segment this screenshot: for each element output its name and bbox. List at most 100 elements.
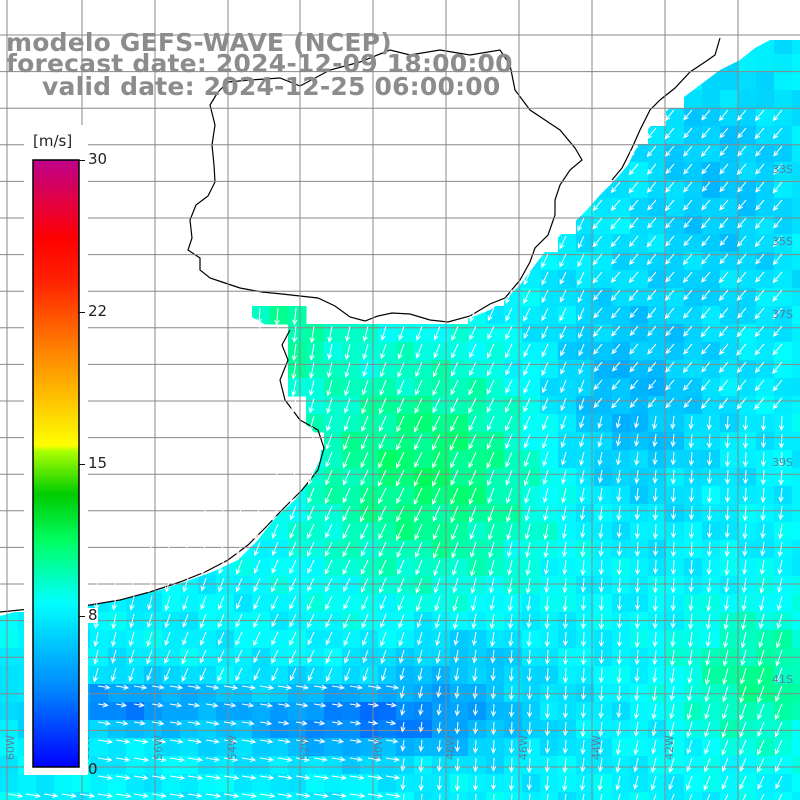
field-cell: [306, 342, 325, 361]
wind-arrow: [542, 379, 549, 394]
wind-arrow: [182, 559, 189, 575]
wind-arrow: [647, 199, 657, 211]
wind-arrow: [475, 793, 477, 800]
field-cell: [774, 324, 793, 343]
wind-arrow: [737, 199, 747, 211]
field-cell: [576, 666, 595, 685]
field-cell: [792, 558, 800, 577]
wind-arrow: [652, 577, 659, 594]
field-cell: [468, 324, 487, 343]
wind-arrow: [508, 775, 515, 791]
field-cell: [360, 576, 379, 595]
field-cell: [198, 738, 217, 757]
field-cell: [648, 684, 667, 703]
field-cell: [738, 432, 757, 451]
wind-arrow: [561, 523, 567, 540]
field-cell: [504, 558, 523, 577]
field-cell: [378, 594, 397, 613]
field-cell: [630, 540, 649, 559]
wind-arrow: [259, 792, 276, 799]
wind-arrow: [544, 703, 551, 719]
field-cell: [558, 252, 577, 271]
field-cell: [612, 468, 631, 487]
field-cell: [450, 684, 469, 703]
field-cell: [756, 594, 775, 613]
wind-arrow: [760, 415, 767, 432]
wind-arrow: [772, 235, 783, 248]
wind-arrow: [289, 487, 297, 504]
wind-arrow: [377, 469, 387, 487]
field-cell: [468, 504, 487, 523]
wind-arrow: [295, 792, 311, 799]
field-cell: [540, 612, 559, 631]
wind-arrow: [701, 127, 711, 139]
wind-arrow: [544, 667, 551, 683]
field-cell: [324, 630, 343, 649]
field-cell: [594, 540, 613, 559]
field-cell: [522, 360, 541, 379]
wind-arrow: [398, 613, 405, 629]
field-cell: [648, 378, 667, 397]
field-cell: [522, 306, 541, 325]
wind-arrow: [218, 505, 225, 522]
wind-arrow: [669, 649, 676, 667]
field-cell: [288, 612, 307, 631]
field-cell: [612, 252, 631, 271]
field-cell: [648, 126, 667, 145]
wind-arrow: [665, 379, 675, 391]
field-cell: [504, 342, 523, 361]
field-cell: [558, 486, 577, 505]
field-cell: [702, 468, 721, 487]
wind-arrow: [487, 415, 495, 431]
field-cell: [504, 540, 523, 559]
field-cell: [126, 630, 145, 649]
wind-arrow: [308, 379, 315, 397]
wind-arrow: [525, 559, 531, 576]
wind-arrow: [133, 774, 149, 781]
wind-arrow: [652, 631, 658, 648]
wind-arrow: [634, 577, 641, 594]
wind-arrow: [523, 289, 531, 305]
field-cell: [720, 612, 739, 631]
wind-arrow: [724, 577, 730, 594]
wind-arrow: [486, 451, 495, 469]
longitude-label: 60W: [4, 735, 17, 760]
field-cell: [666, 198, 685, 217]
wind-arrow: [523, 271, 531, 286]
field-cell: [468, 738, 487, 757]
wind-arrow: [486, 379, 495, 395]
field-cell: [558, 594, 577, 613]
wind-arrow: [611, 325, 621, 337]
colorbar-tick: [79, 464, 85, 465]
colorbar-unit-label: [m/s]: [33, 132, 73, 150]
field-cell: [522, 792, 541, 800]
wind-arrow: [164, 649, 171, 665]
wind-arrow: [670, 595, 676, 612]
field-cell: [270, 630, 289, 649]
wind-arrow: [360, 541, 369, 557]
wind-arrow: [342, 469, 351, 486]
field-cell: [324, 792, 343, 800]
wind-arrow: [706, 487, 713, 504]
wind-arrow: [560, 343, 567, 357]
wind-arrow: [703, 757, 711, 773]
field-cell: [612, 540, 631, 559]
wind-arrow: [223, 774, 240, 781]
wind-arrow: [760, 433, 767, 449]
field-cell: [684, 288, 703, 307]
field-cell: [720, 774, 739, 793]
field-cell: [522, 756, 541, 775]
field-cell: [432, 612, 451, 631]
field-cell: [702, 594, 721, 613]
wind-arrow: [754, 343, 765, 356]
field-cell: [486, 306, 505, 325]
field-cell: [702, 792, 721, 800]
field-cell: [288, 378, 307, 397]
field-cell: [540, 288, 559, 307]
field-cell: [90, 756, 109, 775]
field-cell: [774, 756, 793, 775]
field-cell: [234, 774, 253, 793]
field-cell: [252, 792, 271, 800]
field-cell: [738, 684, 757, 703]
wind-arrow: [541, 325, 549, 340]
